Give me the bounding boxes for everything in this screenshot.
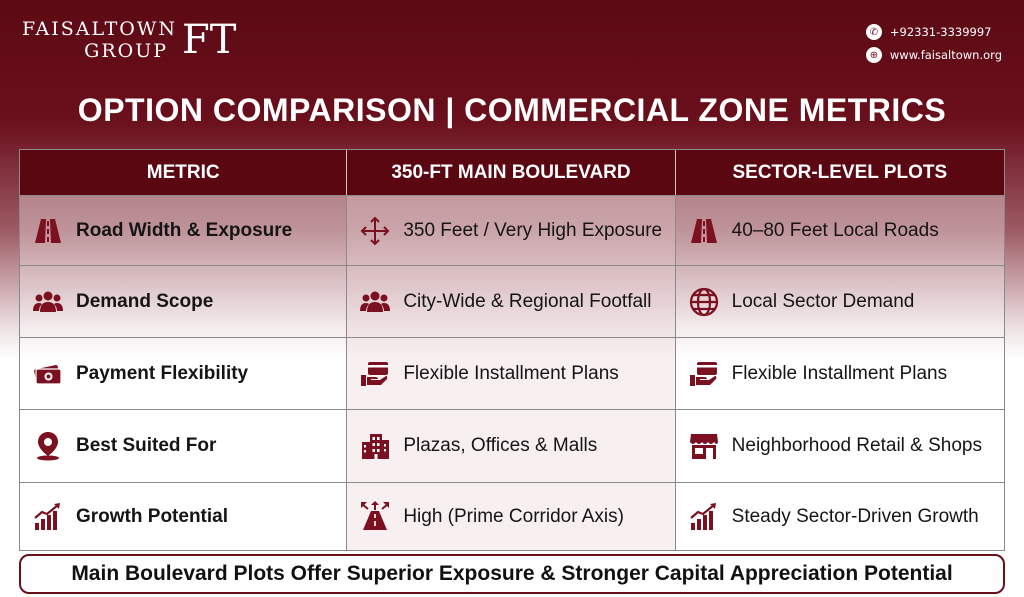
metric-cell-label: Best Suited For [76,435,217,456]
expand-arrows-icon [359,215,391,247]
boulevard-cell: City-Wide & Regional Footfall [347,266,676,337]
metric-cell-label: Road Width & Exposure [76,219,293,241]
phone-number[interactable]: +92331-3339997 [889,25,992,39]
globe-icon: ⊕ [865,47,882,63]
metric-cell: Demand Scope [20,266,348,337]
location-pin-icon [32,430,64,462]
table-row: Best Suited For Plazas, Offices & Malls Ne… [20,409,1004,482]
corridor-arrows-icon [359,500,391,533]
table-row: Demand Scope City-Wide & Regional Footfal… [20,265,1004,337]
growth-chart-icon [32,501,64,533]
road-icon [688,215,720,247]
people-icon [359,286,391,318]
sector-cell-label: Neighborhood Retail & Shops [731,435,982,456]
people-icon [32,286,64,318]
contact-website: ⊕ www.faisaltown.org [865,47,1002,63]
boulevard-cell-label: Flexible Installment Plans [403,362,619,384]
table-row: Growth Potential High (Prime Corridor Axi… [20,482,1004,550]
building-icon [359,430,391,462]
boulevard-cell-label: 350 Feet / Very High Exposure [403,219,663,241]
boulevard-cell-label: City-Wide & Regional Footfall [403,290,652,312]
cash-icon [32,358,64,390]
website-link[interactable]: www.faisaltown.org [889,48,1002,62]
road-icon [32,215,64,247]
card-hand-icon [688,358,720,390]
brand-monogram: FT [182,17,237,63]
brand-logo: FAISALTOWN GROUP FT [22,18,236,62]
sector-cell: Neighborhood Retail & Shops [675,410,1004,482]
boulevard-cell: Flexible Installment Plans [347,338,676,409]
sector-cell: Local Sector Demand [675,266,1004,337]
sector-cell: Steady Sector-Driven Growth [675,483,1004,550]
sector-cell-label: Local Sector Demand [731,290,915,312]
contact-phone: ✆ +92331-3339997 [865,24,1002,40]
metric-cell-label: Demand Scope [76,290,214,312]
metric-cell: Growth Potential [20,483,348,550]
brand-subname: GROUP [84,40,168,62]
brand-name: FAISALTOWN [22,18,177,40]
globe-icon [688,286,720,318]
phone-icon: ✆ [865,24,882,40]
sector-cell-label: Flexible Installment Plans [731,362,948,384]
growth-chart-icon [688,501,720,533]
sector-cell: 40–80 Feet Local Roads [675,196,1004,265]
metric-cell: Payment Flexibility [20,338,348,409]
footer-banner: Main Boulevard Plots Offer Superior Expo… [19,554,1005,594]
comparison-table: METRIC 350-FT MAIN BOULEVARD SECTOR-LEVE… [19,149,1005,551]
sector-cell-label: Steady Sector-Driven Growth [731,505,979,527]
contact-info: ✆ +92331-3339997 ⊕ www.faisaltown.org [865,24,1002,70]
table-row: Road Width & Exposure 350 Feet / Very Hig… [20,195,1004,265]
shop-icon [688,430,720,462]
boulevard-cell: 350 Feet / Very High Exposure [347,196,676,265]
page-title: OPTION COMPARISON | COMMERCIAL ZONE METR… [77,92,947,128]
boulevard-cell-label: High (Prime Corridor Axis) [403,505,624,527]
metric-cell: Road Width & Exposure [20,196,348,265]
boulevard-cell: High (Prime Corridor Axis) [347,483,676,550]
table-header: METRIC 350-FT MAIN BOULEVARD SECTOR-LEVE… [20,150,1004,195]
header-metric: METRIC [20,150,348,195]
boulevard-cell-label: Plazas, Offices & Malls [403,435,598,456]
metric-cell-label: Payment Flexibility [76,362,249,384]
sector-cell: Flexible Installment Plans [675,338,1004,409]
card-hand-icon [359,358,391,390]
table-row: Payment Flexibility Flexible Installment … [20,337,1004,409]
metric-cell: Best Suited For [20,410,348,482]
sector-cell-label: 40–80 Feet Local Roads [731,219,939,241]
header-boulevard: 350-FT MAIN BOULEVARD [347,150,676,195]
boulevard-cell: Plazas, Offices & Malls [347,410,676,482]
metric-cell-label: Growth Potential [76,505,228,527]
header-sector: SECTOR-LEVEL PLOTS [675,150,1004,195]
